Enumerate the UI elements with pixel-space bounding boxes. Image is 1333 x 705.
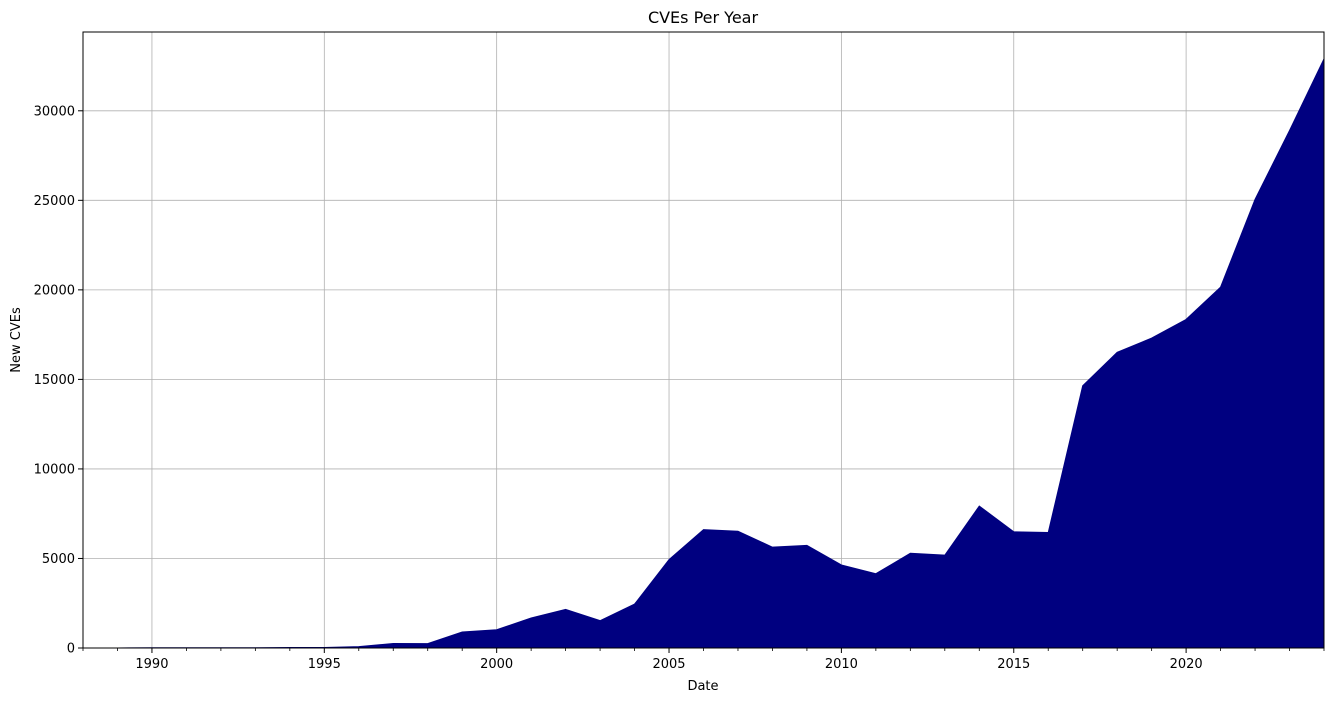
y-tick-label: 0 — [67, 642, 75, 657]
x-tick-label: 2005 — [652, 657, 685, 672]
y-tick-label: 20000 — [34, 283, 75, 298]
x-tick-label: 2000 — [480, 657, 513, 672]
x-tick-label: 2015 — [997, 657, 1030, 672]
y-tick-label: 10000 — [34, 462, 75, 477]
y-tick-label: 30000 — [34, 104, 75, 119]
x-tick-label: 1995 — [308, 657, 341, 672]
chart-title: CVEs Per Year — [648, 8, 759, 27]
y-axis: 0 5000 10000 15000 20000 25000 30000 — [34, 104, 83, 657]
x-axis: 1990 1995 2000 2005 2010 2015 2020 — [82, 648, 1325, 672]
y-tick-label: 15000 — [34, 373, 75, 388]
area-series — [82, 58, 1325, 649]
y-tick-label: 5000 — [42, 552, 75, 567]
x-tick-label: 1990 — [135, 657, 168, 672]
y-axis-label: New CVEs — [9, 307, 24, 373]
x-tick-label: 2010 — [825, 657, 858, 672]
y-tick-label: 25000 — [34, 194, 75, 209]
x-tick-label: 2020 — [1170, 657, 1203, 672]
x-axis-label: Date — [687, 679, 718, 694]
